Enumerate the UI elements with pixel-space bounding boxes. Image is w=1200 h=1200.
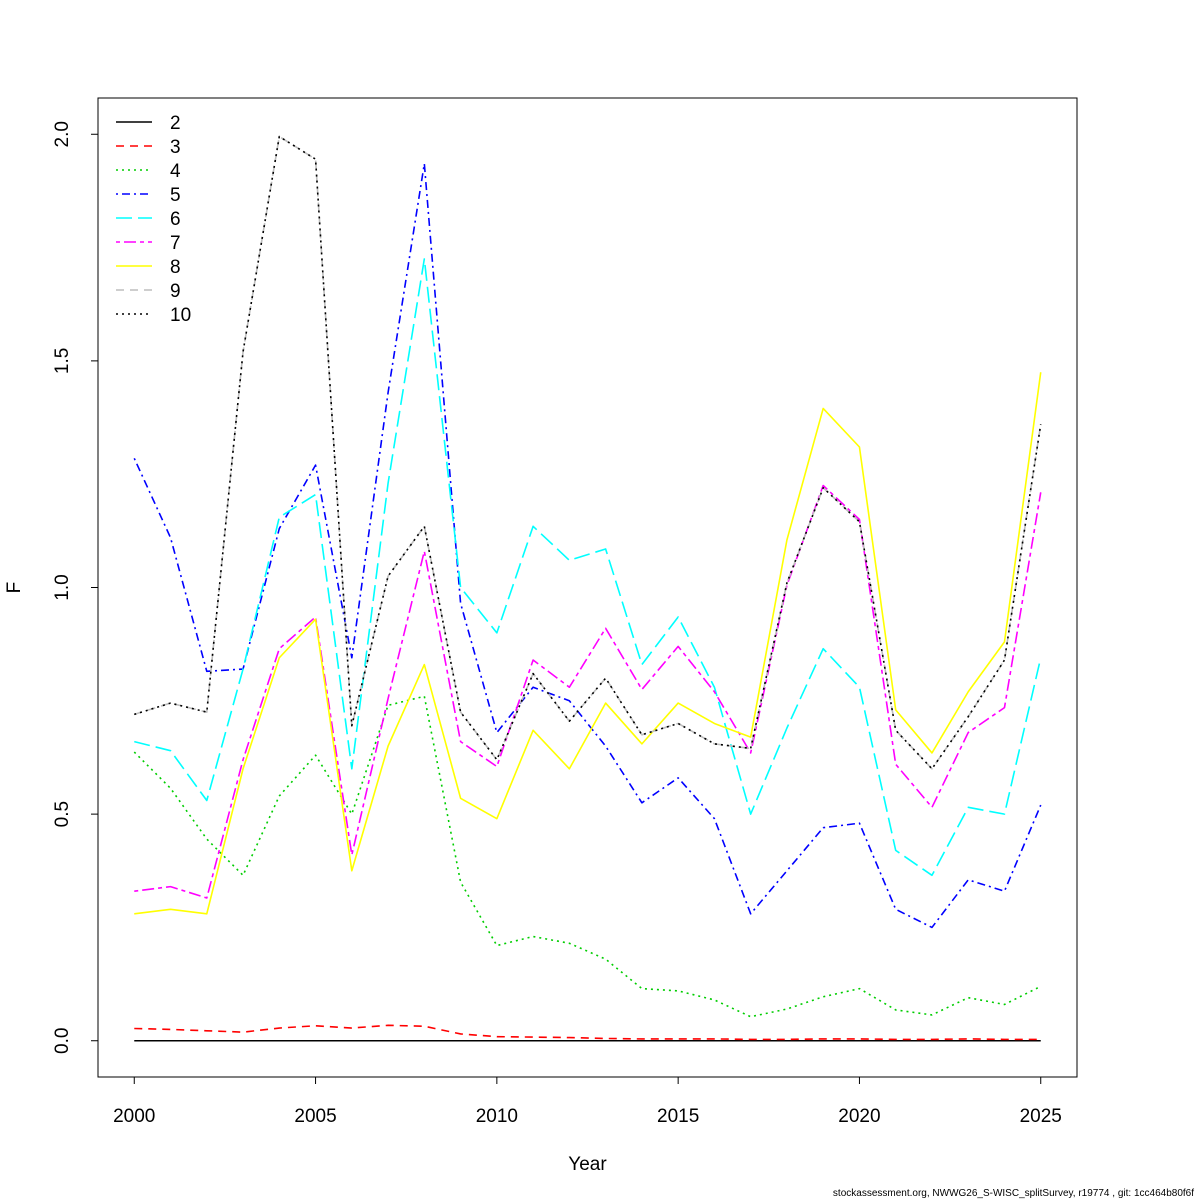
legend-label-5: 5 (170, 185, 181, 206)
y-tick-label: 0.0 (52, 1028, 73, 1054)
x-tick-label: 2025 (1020, 1106, 1062, 1127)
legend-label-3: 3 (170, 137, 181, 158)
series-line-3 (134, 1024, 1041, 1041)
series-line-5 (133, 162, 1042, 929)
x-axis: 2000 2005 2010 2015 2020 2025 (113, 1076, 1062, 1127)
series-lines (133, 135, 1042, 1042)
footer-credit: stockassessment.org, NWWG26_S-WISC_split… (833, 1188, 1194, 1199)
legend-label-6: 6 (170, 209, 181, 230)
y-axis: 0.0 0.5 1.0 1.5 2.0 (52, 121, 99, 1054)
legend-label-2: 2 (170, 113, 181, 134)
x-tick-label: 2005 (294, 1106, 336, 1127)
legend-label-9: 9 (170, 281, 181, 302)
x-axis-label: Year (568, 1154, 607, 1175)
series-line-4 (133, 695, 1042, 1018)
x-tick-label: 2020 (838, 1106, 880, 1127)
legend-label-10: 10 (170, 305, 191, 326)
legend-label-4: 4 (170, 161, 181, 182)
legend: 2 3 4 5 6 7 8 9 10 (116, 113, 191, 326)
y-tick-label: 2.0 (52, 121, 73, 147)
series-line-8 (134, 372, 1042, 915)
legend-label-7: 7 (170, 233, 181, 254)
series-line-9 (134, 135, 1042, 770)
y-axis-label: F (4, 582, 25, 594)
x-tick-label: 2010 (476, 1106, 518, 1127)
x-tick-label: 2015 (657, 1106, 699, 1127)
series-line-6 (134, 258, 1042, 877)
y-tick-label: 0.5 (52, 801, 73, 827)
x-tick-label: 2000 (113, 1106, 155, 1127)
y-tick-label: 1.0 (52, 574, 73, 600)
legend-label-8: 8 (170, 257, 181, 278)
y-tick-label: 1.5 (52, 348, 73, 374)
